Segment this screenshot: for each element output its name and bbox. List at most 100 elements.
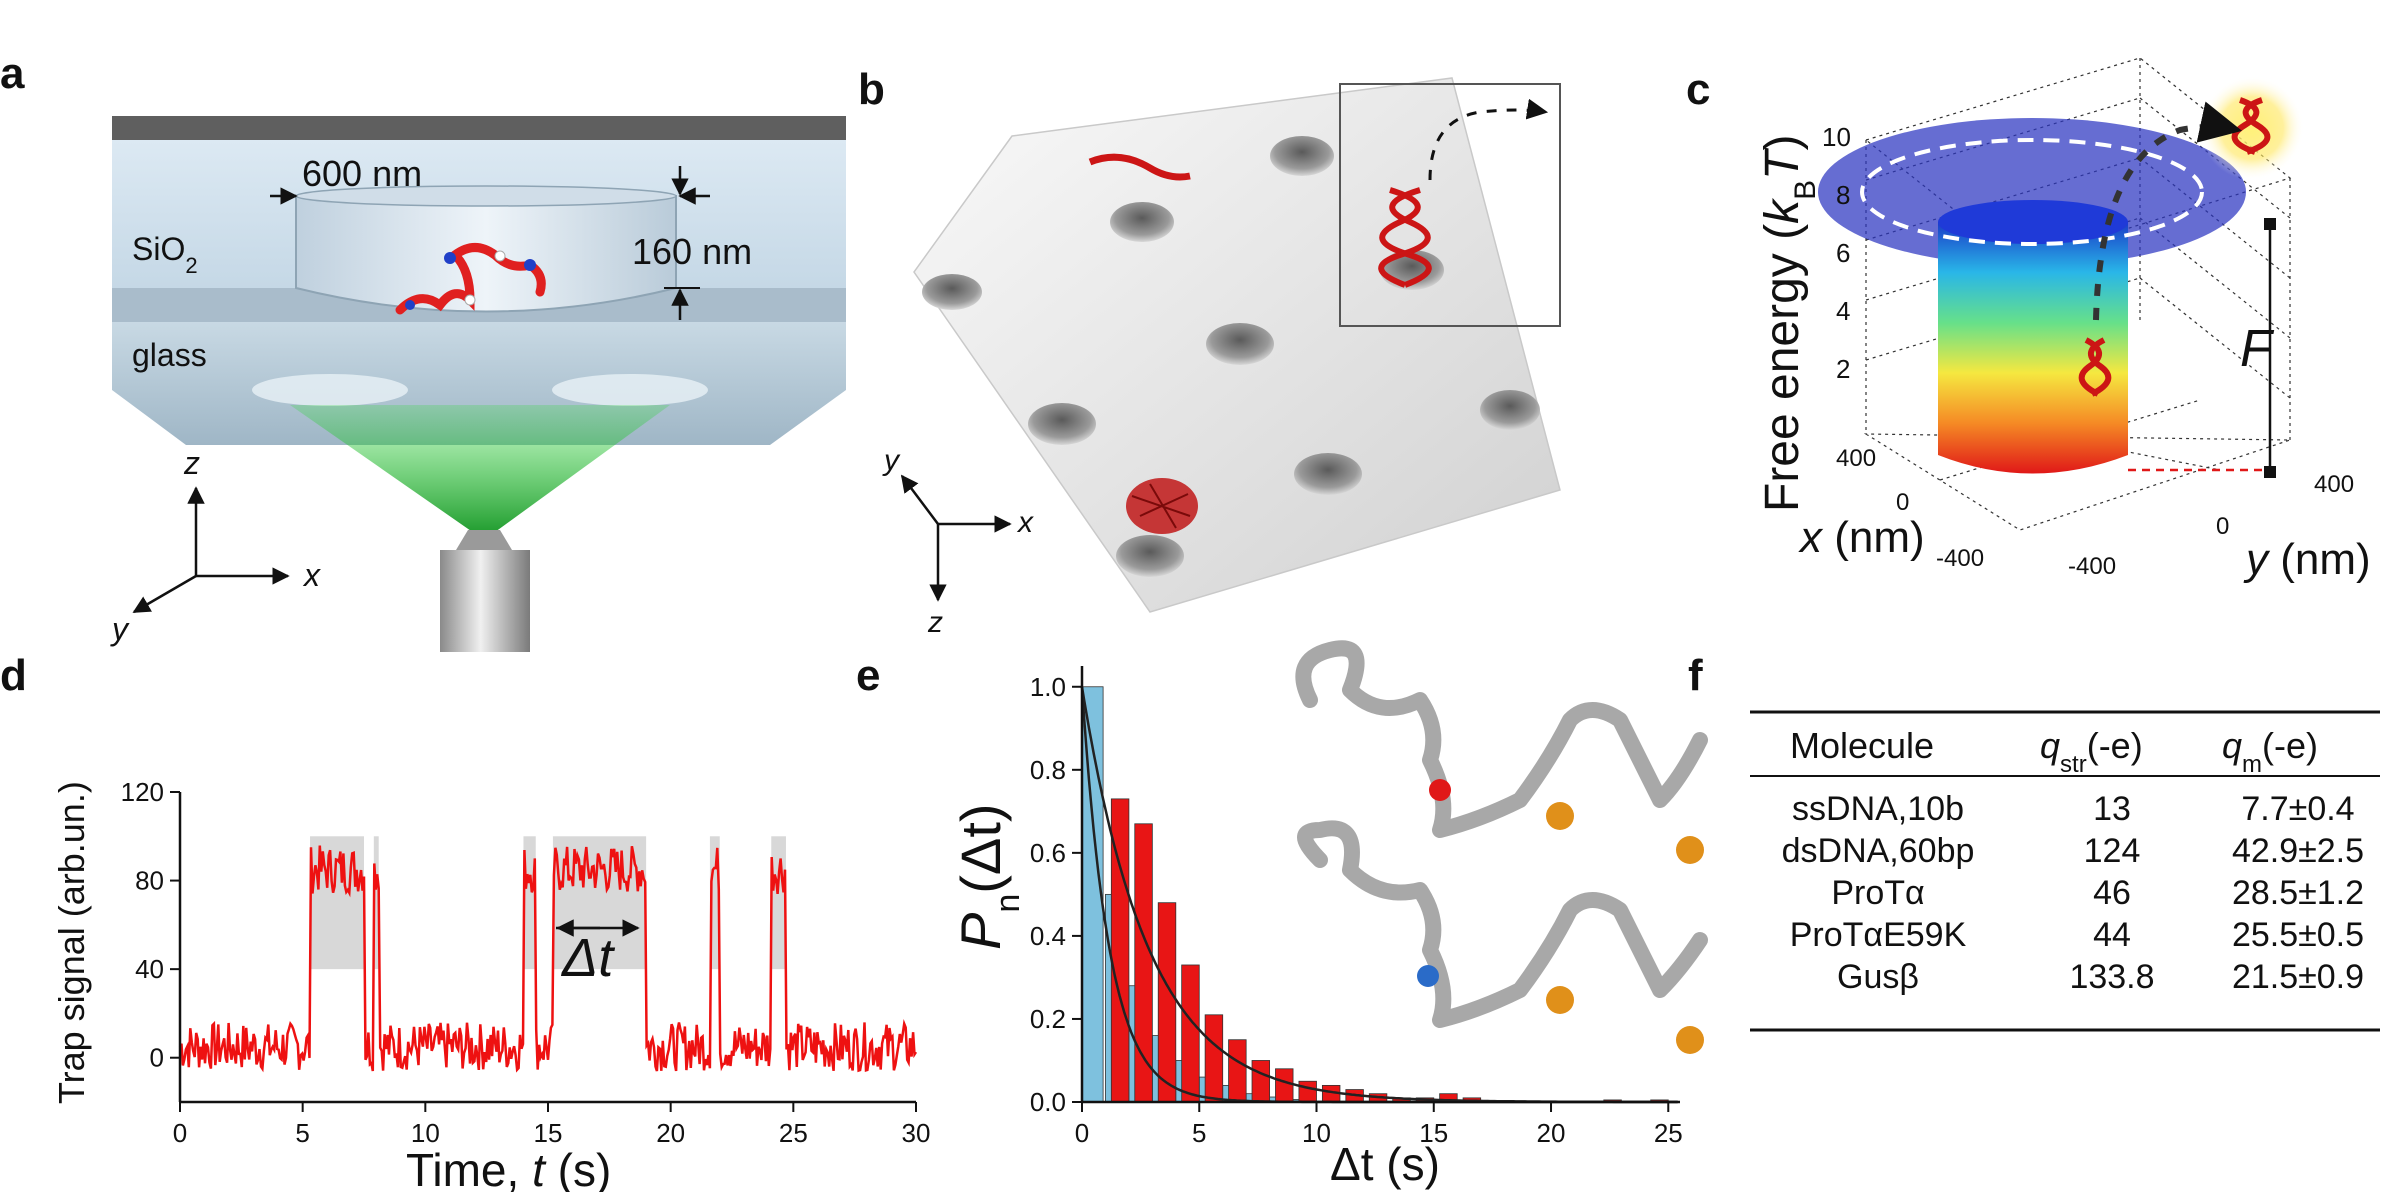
y-axis-title: y (nm): [2243, 535, 2371, 584]
y-axis-title-e: Pn(Δt): [949, 803, 1027, 950]
histogram-bar: [1157, 902, 1177, 1103]
trapped-intervals: [310, 836, 786, 970]
x-tick-label: 25: [779, 1118, 808, 1148]
glass-substrate: [112, 322, 846, 445]
x-tick-label: 10: [1302, 1118, 1331, 1148]
y-tick-label: 40: [135, 954, 164, 984]
y-tick-label: 0.8: [1030, 755, 1066, 785]
axes-indicator-a: z x y: [110, 445, 321, 647]
x-axis-title-d: Time, t (s): [406, 1144, 611, 1192]
dna-escaped: [2231, 97, 2271, 155]
header-qstr: qstr(-e): [2040, 725, 2143, 778]
x-axis-title-e: Δt (s): [1330, 1138, 1440, 1190]
x-tick-label: 20: [656, 1118, 685, 1148]
protein-on-surface: [1126, 478, 1198, 534]
cell-qstr: 44: [2093, 916, 2131, 954]
x-tick-label: 5: [295, 1118, 309, 1148]
protein-chain-illustration-top: [1295, 640, 1708, 864]
reflection-left: [252, 374, 408, 406]
y-tick-labels: -400 0 400: [2068, 471, 2354, 580]
svg-text:2: 2: [1836, 354, 1850, 384]
axes-d: 0 5 10 15 20 25 30 0 40 80 120: [121, 777, 931, 1148]
panel-a: a 600 nm 160 nm SiO2 glass: [0, 49, 846, 652]
energy-well-top: [1938, 200, 2128, 244]
delta-t-label: Δt: [560, 928, 615, 988]
dim-depth-label: 160 nm: [632, 231, 752, 272]
svg-text:z: z: [927, 606, 943, 639]
cell-qstr: 46: [2093, 874, 2131, 912]
svg-text:x: x: [1016, 506, 1034, 539]
svg-text:400: 400: [2314, 471, 2354, 498]
laser-beam: [290, 405, 670, 540]
histogram-bar: [1251, 1060, 1271, 1103]
y-tick-label: 80: [135, 866, 164, 896]
white-dashed-ring: [1860, 138, 2204, 246]
protein-chain-illustration-bottom: [1297, 820, 1708, 1054]
panel-label-b: b: [858, 65, 885, 114]
svg-text:y: y: [110, 611, 130, 647]
x-tick-label: 15: [534, 1118, 563, 1148]
x-tick-label: 5: [1192, 1118, 1206, 1148]
y-axis-title-d: Trap signal (arb.un.): [51, 781, 92, 1104]
table-row: ProTαE59K 44 25.5±0.5: [1790, 916, 2364, 954]
svg-text:0: 0: [1896, 489, 1909, 516]
trapped-interval-shade: [771, 836, 786, 970]
sio2-label: SiO2: [132, 231, 198, 278]
svg-text:400: 400: [1836, 445, 1876, 472]
svg-text:y: y: [882, 444, 901, 477]
y-tick-label: 0.4: [1030, 921, 1066, 951]
svg-text:4: 4: [1836, 296, 1850, 326]
histogram-bar: [1134, 823, 1153, 1103]
reflection-right: [552, 374, 708, 406]
panel-label-a: a: [0, 49, 25, 98]
svg-text:-400: -400: [2068, 553, 2116, 580]
cell-qm: 28.5±1.2: [2232, 874, 2364, 912]
panel-f: f Molecule qstr(-e) qm(-e) ssDNA,10b 13 …: [1688, 651, 2380, 1032]
dim-width-label: 600 nm: [302, 153, 422, 194]
glass-label: glass: [132, 337, 207, 373]
y-tick-label: 0.0: [1030, 1087, 1066, 1117]
table-row: ssDNA,10b 13 7.7±0.4: [1792, 790, 2355, 828]
svg-text:10: 10: [1822, 122, 1851, 152]
cell-molecule: dsDNA,60bp: [1782, 832, 1975, 870]
dna-helix-in-well: [1378, 187, 1432, 288]
histogram-bars: [1081, 686, 1669, 1103]
histogram-bar: [1181, 964, 1200, 1103]
F-label: F: [2240, 320, 2275, 378]
trap-signal-trace: [178, 845, 918, 1073]
histogram-bar: [1275, 1068, 1294, 1103]
axes-e: 0 5 10 15 20 25 0.0 0.2 0.4 0.6 0.8 1.0: [1030, 666, 1683, 1148]
header-molecule: Molecule: [1790, 725, 1934, 766]
panel-label-f: f: [1688, 651, 1703, 700]
panel-label-e: e: [856, 651, 880, 700]
cell-molecule: ssDNA,10b: [1792, 790, 1964, 828]
panel-label-c: c: [1686, 65, 1710, 114]
cell-qm: 7.7±0.4: [2241, 790, 2354, 828]
x-tick-label: 0: [1075, 1118, 1089, 1148]
escape-path-arrow: [1428, 98, 1549, 181]
histogram-bar: [1204, 1014, 1224, 1103]
cell-molecule: ProTα: [1831, 874, 1924, 912]
cell-molecule: Gusβ: [1837, 958, 1919, 996]
cell-qstr: 13: [2093, 790, 2131, 828]
cell-qm: 21.5±0.9: [2232, 958, 2364, 996]
objective-lens: [440, 530, 530, 652]
histogram-bar: [1228, 1039, 1247, 1103]
y-tick-label: 0.6: [1030, 838, 1066, 868]
x-tick-label: 20: [1537, 1118, 1566, 1148]
table-row: ProTα 46 28.5±1.2: [1831, 874, 2364, 912]
trapped-interval-shade: [310, 836, 364, 970]
table-row: Gusβ 133.8 21.5±0.9: [1837, 958, 2364, 996]
zoom-box: [1339, 83, 1561, 327]
energy-well-surface: [1938, 222, 2128, 474]
x-tick-label: 10: [411, 1118, 440, 1148]
axes-indicator-b: x y z: [882, 444, 1034, 639]
y-tick-label: 0.2: [1030, 1004, 1066, 1034]
svg-text:6: 6: [1836, 238, 1850, 268]
x-tick-label: 0: [173, 1118, 187, 1148]
table-row: dsDNA,60bp 124 42.9±2.5: [1782, 832, 2364, 870]
panel-label-d: d: [0, 651, 27, 700]
cell-qstr: 133.8: [2069, 958, 2154, 996]
cell-molecule: ProTαE59K: [1790, 916, 1967, 954]
